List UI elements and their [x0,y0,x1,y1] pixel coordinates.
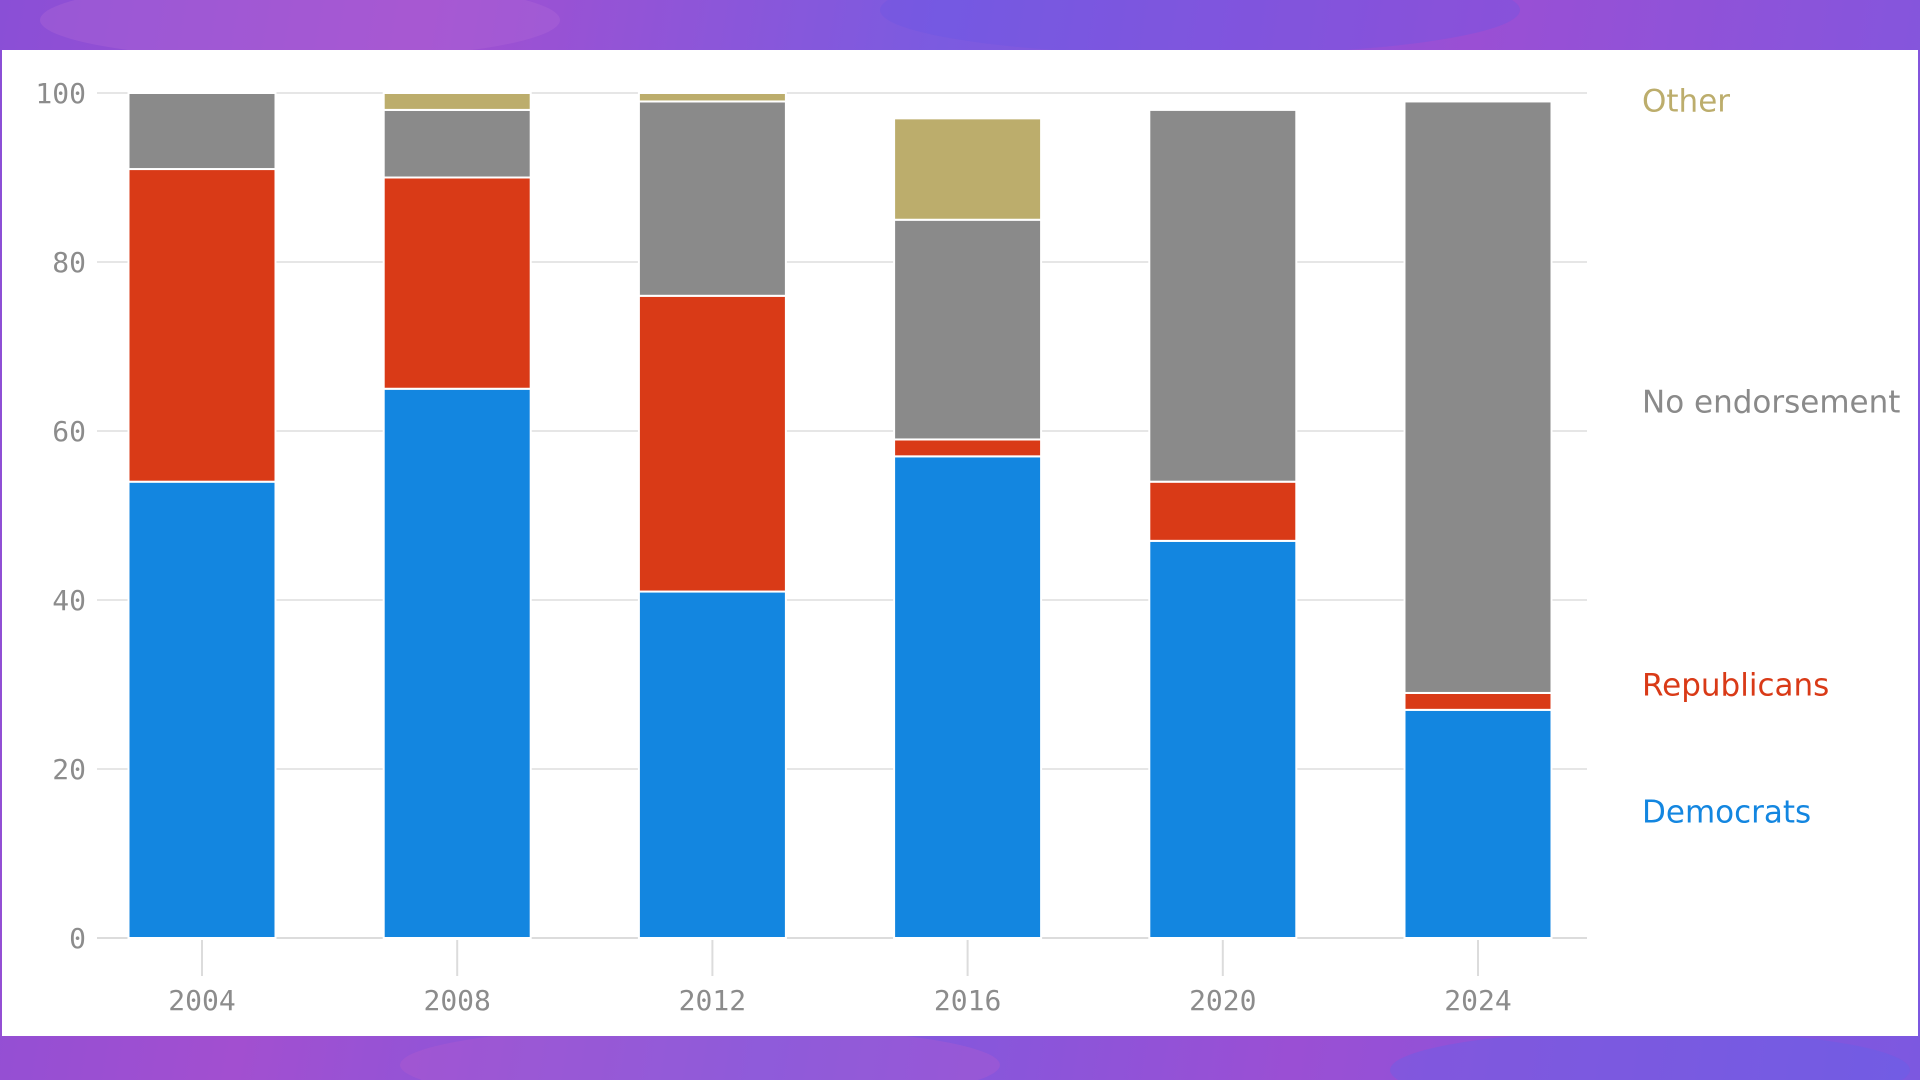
bar-2004-no-endorsement [127,92,277,171]
bar-2012-other [637,92,787,103]
x-tick-label-2004: 2004 [168,984,235,1017]
bar-2016-republicans [893,438,1043,458]
bar-2008-republicans [382,176,532,390]
legend-label-other: Other [1642,83,1730,119]
bar-2016-other [893,117,1043,221]
bar-2008-other [382,92,532,111]
legend-label-republicans: Republicans [1642,668,1829,704]
legend-label-no-endorsement: No endorsement [1642,385,1900,421]
y-tick-label-60: 60 [52,415,86,448]
bar-2004-republicans [127,168,277,483]
y-tick-label-0: 0 [69,922,86,955]
bar-2020-no-endorsement [1148,108,1298,483]
bar-2016-democrats [893,455,1043,939]
x-tick-label-2024: 2024 [1444,984,1511,1017]
x-tick-label-2012: 2012 [679,984,746,1017]
bar-2024-republicans [1403,691,1553,711]
bar-2024-no-endorsement [1403,100,1553,694]
bar-2020-democrats [1148,539,1298,939]
y-tick-label-40: 40 [52,584,86,617]
bar-2012-no-endorsement [637,100,787,297]
x-tick-label-2020: 2020 [1189,984,1256,1017]
bar-2008-no-endorsement [382,108,532,179]
bar-2020-republicans [1148,480,1298,542]
y-tick-label-20: 20 [52,753,86,786]
x-tick-label-2016: 2016 [934,984,1001,1017]
y-tick-label-80: 80 [52,246,86,279]
bar-2012-democrats [637,590,787,939]
chart-panel: 0 20 40 60 80 100 2004 2008 2012 2016 2020 2024 Demo… [2,50,1918,1036]
stacked-bar-chart: 0 20 40 60 80 100 2004 2008 2012 2016 2020 2024 Demo… [35,77,1900,1017]
legend-label-democrats: Democrats [1642,795,1811,831]
x-tick-label-2008: 2008 [423,984,490,1017]
bar-2008-democrats [382,387,532,939]
bar-2024-democrats [1403,708,1553,939]
bar-2004-democrats [127,480,277,939]
bar-2016-no-endorsement [893,218,1043,441]
y-tick-label-100: 100 [35,77,86,110]
bar-2012-republicans [637,294,787,593]
